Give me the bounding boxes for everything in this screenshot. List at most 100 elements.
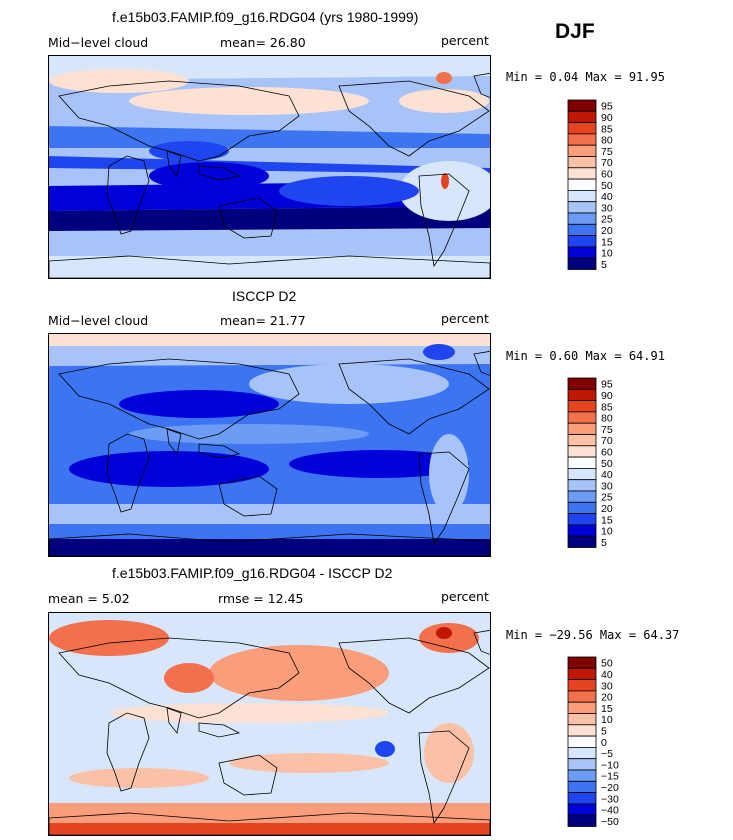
panel1-coastline [338, 80, 490, 157]
panel3-colorbar-label: −50 [601, 816, 619, 828]
panel1-coastline [218, 197, 278, 239]
panel2-colorbar-swatch [567, 422, 597, 435]
panel2-coastline [473, 350, 490, 376]
panel3-colorbar-swatch [567, 747, 597, 760]
panel3-contour-region [69, 768, 209, 788]
panel1-colorbar: 95 90 85 80 75 70 60 50 40 30 25 20 15 10 5 [567, 99, 628, 272]
panel1-units-label: percent [441, 33, 489, 48]
panel3-colorbar-label: 40 [601, 669, 613, 681]
panel2-colorbar-swatch [567, 490, 597, 503]
panel2-variable-label: Mid−level cloud [48, 313, 149, 328]
panel3-colorbar-swatch [567, 769, 597, 782]
panel1-colorbar-label: 25 [601, 214, 613, 226]
panel3-colorbar-swatch [567, 656, 597, 669]
panel1-colorbar-swatch [567, 190, 597, 203]
panel2-colorbar-swatch [567, 479, 597, 492]
panel2-coastline [106, 433, 150, 513]
panel2-map [48, 333, 491, 557]
panel1-colorbar-swatch [567, 178, 597, 191]
panel3-colorbar-label: 15 [601, 703, 613, 715]
panel2-colorbar-swatch [567, 400, 597, 413]
panel1-colorbar-label: 60 [601, 168, 613, 180]
panel1-contour-region [441, 173, 449, 189]
panel3-coastline [198, 722, 241, 738]
panel2-colorbar-label: 10 [601, 526, 613, 538]
panel1-map [48, 55, 491, 279]
panel1-colorbar-label: 5 [601, 259, 607, 271]
panel1-colorbar-swatch [567, 133, 597, 146]
season-label: DJF [555, 20, 595, 43]
panel3-contour-region [424, 723, 474, 783]
panel3-contour-region [49, 620, 169, 656]
panel2-colorbar-swatch [567, 388, 597, 402]
panel1-contour-region [49, 256, 490, 278]
panel1-coastline [166, 150, 182, 177]
panel3-minmax: Min = −29.56 Max = 64.37 [506, 628, 680, 642]
panel3-rmse-label: rmse = 12.45 [218, 591, 304, 606]
panel2-coastline [166, 428, 182, 455]
panel2-contour-region [119, 390, 279, 418]
panel3-contour-region [229, 753, 389, 773]
panel1-colorbar-label: 40 [601, 191, 613, 203]
panel1-colorbar-swatch [567, 110, 597, 124]
panel1-coastline [49, 255, 490, 278]
panel2-colorbar-swatch [567, 524, 597, 537]
panel3-colorbar-label: −15 [601, 771, 619, 783]
panel2-colorbar-label: 75 [601, 424, 613, 436]
panel1-colorbar-swatch [567, 212, 597, 225]
panel2-contour-region [289, 450, 469, 478]
panel2-colorbar-label: 90 [601, 390, 613, 402]
panel3-colorbar-label: −30 [601, 793, 619, 805]
panel1-colorbar-label: 50 [601, 180, 613, 192]
panel2-colorbar-swatch [567, 468, 597, 481]
panel1-colorbar-swatch [567, 122, 597, 135]
panel3-colorbar-label: 10 [601, 714, 613, 726]
panel2-colorbar-label: 5 [601, 537, 607, 549]
panel2-colorbar-swatch [567, 513, 597, 526]
panel2-colorbar-swatch [567, 456, 597, 469]
panel1-colorbar-swatch [567, 144, 597, 157]
panel3-colorbar-swatch [567, 735, 597, 748]
panel2-coastline [58, 358, 300, 440]
panel3-colorbar-label: 20 [601, 692, 613, 704]
panel3-colorbar-swatch [567, 701, 597, 714]
panel1-mean-label: mean= 26.80 [220, 35, 306, 50]
panel3-colorbar-label: 0 [601, 737, 607, 749]
panel2-colorbar-swatch [567, 535, 597, 548]
panel1-colorbar-label: 70 [601, 157, 613, 169]
panel1-coastline [418, 173, 470, 268]
panel1-colorbar-label: 10 [601, 248, 613, 260]
panel2-mean-label: mean= 21.77 [220, 313, 306, 328]
panel2-colorbar-label: 80 [601, 413, 613, 425]
panel2-contour-field [49, 334, 490, 556]
panel3-coastline [473, 629, 490, 655]
panel3-colorbar-label: −10 [601, 759, 619, 771]
panel1-colorbar-swatch [567, 223, 597, 237]
panel1-contour-region [436, 72, 452, 84]
panel2-colorbar-swatch [567, 411, 597, 424]
panel2-contour-region [69, 451, 269, 487]
panel2-colorbar-label: 25 [601, 492, 613, 504]
panel1-colorbar-label: 30 [601, 202, 613, 214]
panel3-coastline [418, 730, 470, 825]
panel1-colorbar-label: 90 [601, 112, 613, 124]
panel1-coastline [473, 72, 490, 98]
panel2-colorbar-label: 85 [601, 401, 613, 413]
panel2-title: ISCCP D2 [232, 288, 297, 304]
panel2-colorbar-label: 50 [601, 458, 613, 470]
panel2-units-label: percent [441, 311, 489, 326]
panel1-variable-label: Mid−level cloud [48, 35, 149, 50]
panel3-colorbar-label: −5 [601, 748, 613, 760]
panel3-colorbar-label: 30 [601, 680, 613, 692]
panel3-coastline [58, 637, 300, 719]
panel1-colorbar-swatch [567, 156, 597, 169]
panel3-colorbar-label: 50 [601, 658, 613, 670]
panel3-colorbar-swatch [567, 724, 597, 737]
panel3-contour-region [49, 803, 490, 823]
panel1-contour-region [149, 141, 229, 161]
panel3-map [48, 612, 491, 836]
panel3-colorbar-swatch [567, 814, 597, 827]
panel2-contour-region [429, 434, 469, 514]
panel1-contour-region [149, 162, 269, 190]
panel2-colorbar-swatch [567, 501, 597, 515]
